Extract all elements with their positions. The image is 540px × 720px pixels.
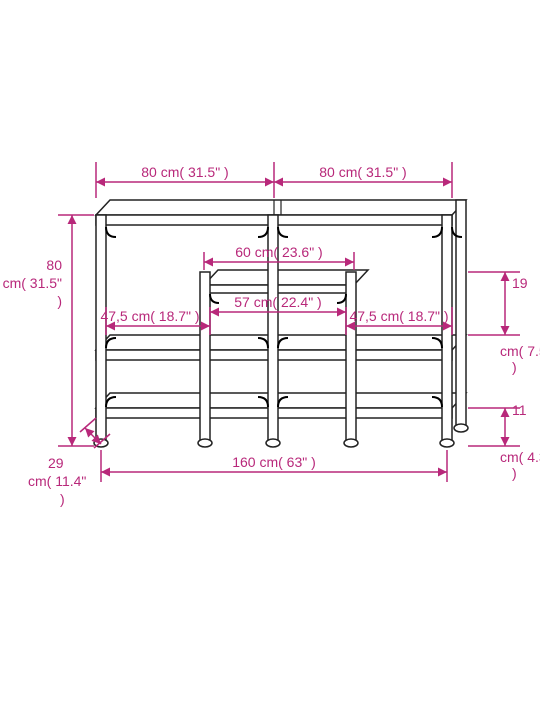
dim-top: 80 cm( 31.5" ) 80 cm( 31.5" ) <box>96 162 452 198</box>
label-29-c: ) <box>60 491 65 507</box>
top-shelf <box>96 200 466 225</box>
label-475-left: 47,5 cm( 18.7" ) <box>100 308 199 324</box>
label-19-c: ) <box>512 359 517 375</box>
dim-height-80: 80 cm( 31.5" ) <box>3 215 94 446</box>
label-57: 57 cm( 22.4" ) <box>234 294 321 310</box>
label-11-c: ) <box>512 465 517 481</box>
label-80-right: 80 cm( 31.5" ) <box>319 164 406 180</box>
label-11-b: cm( 4.3" <box>500 449 540 465</box>
label-11-a: 11 <box>512 402 527 418</box>
dim-right: 19 cm( 7.5" ) 11 cm( 4.3" ) <box>468 272 540 481</box>
center-upper-shelf <box>204 270 368 293</box>
label-h80-a: 80 <box>46 257 62 273</box>
dimension-diagram: 80 cm( 31.5" ) 80 cm( 31.5" ) 60 cm( 23.… <box>0 0 540 720</box>
label-29-a: 29 <box>48 455 64 471</box>
bottom-shelf <box>96 393 466 418</box>
label-60: 60 cm( 23.6" ) <box>235 244 322 260</box>
label-475-right: 47,5 cm( 18.7" ) <box>349 308 448 324</box>
label-19-b: cm( 7.5" <box>500 343 540 359</box>
dim-60: 60 cm( 23.6" ) <box>204 244 354 270</box>
label-h80-c: ) <box>57 293 62 309</box>
label-80-left: 80 cm( 31.5" ) <box>141 164 228 180</box>
label-19-a: 19 <box>512 275 528 291</box>
label-29-b: cm( 11.4" <box>28 473 86 489</box>
label-160: 160 cm( 63" ) <box>232 454 316 470</box>
label-h80-b: cm( 31.5" <box>3 275 62 291</box>
dim-bottom: 29 cm( 11.4" ) 160 cm( 63" ) <box>28 418 447 507</box>
